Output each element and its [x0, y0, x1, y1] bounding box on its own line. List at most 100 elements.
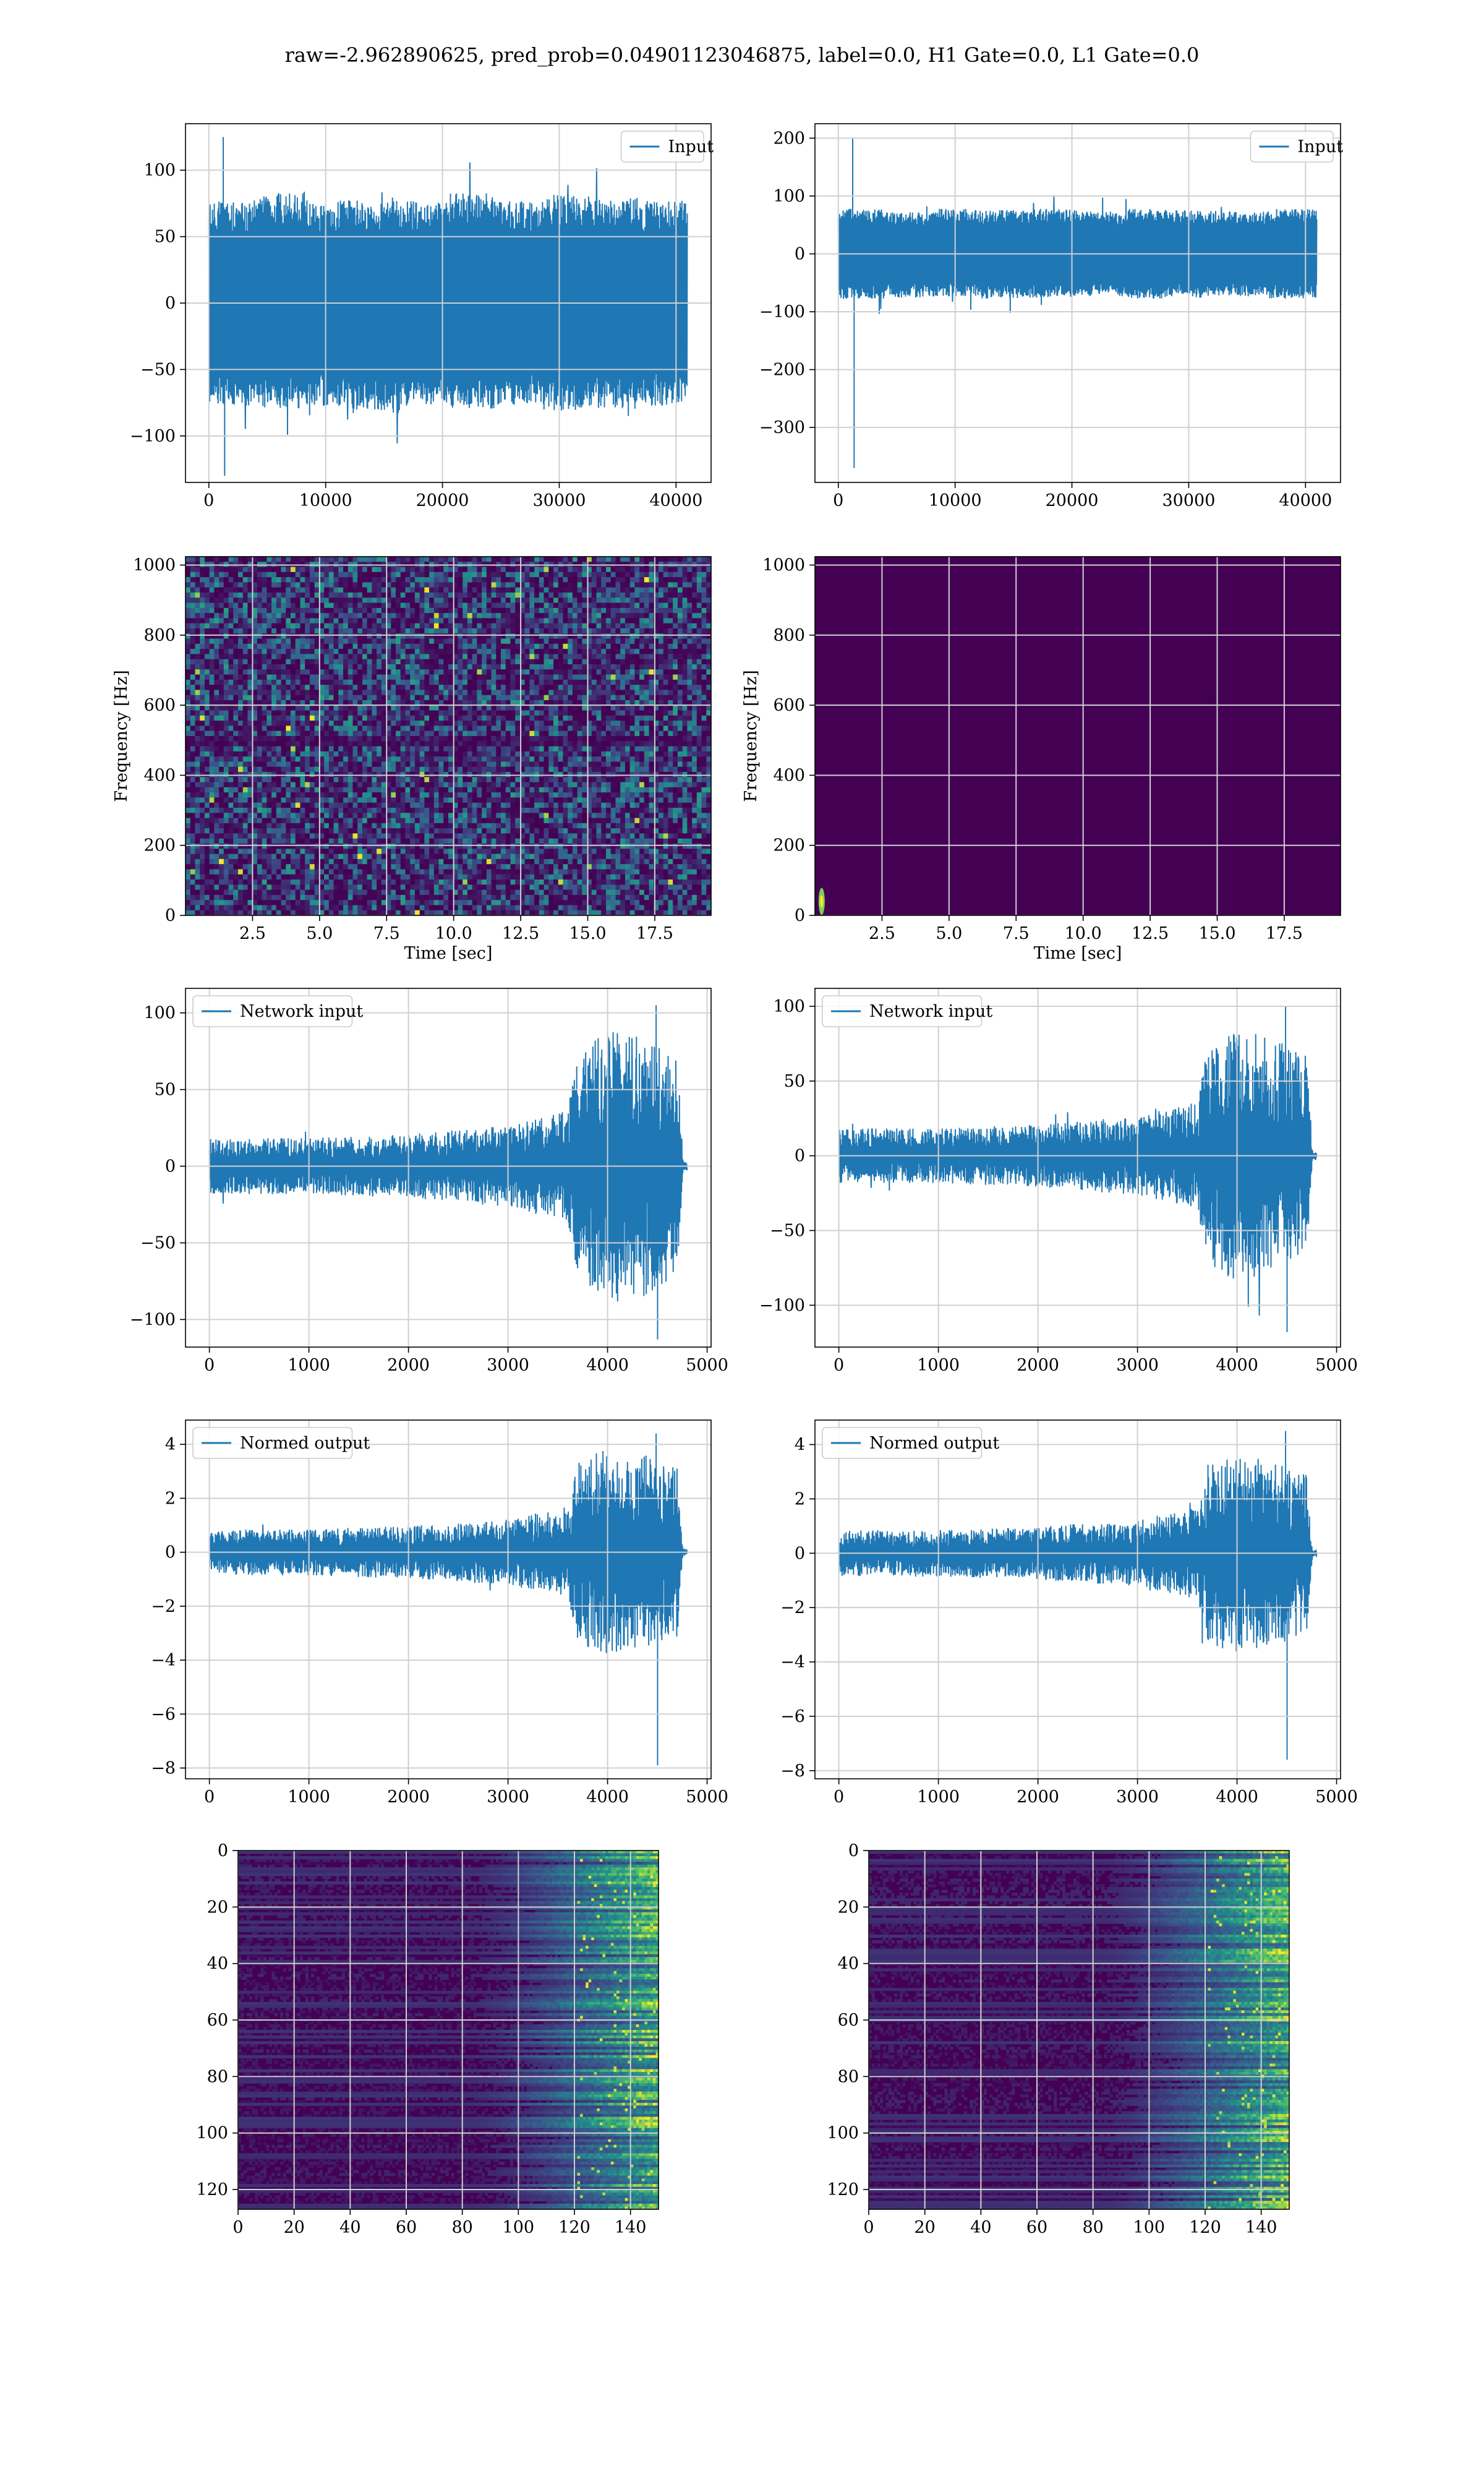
spectrogram-cell [295, 792, 301, 798]
spectrogram-cell [419, 787, 425, 793]
spectrogram-cell [381, 567, 387, 573]
spectrogram-cell [405, 607, 411, 614]
spectrogram-cell [233, 607, 239, 614]
spectrogram-cell [333, 782, 339, 788]
spectrogram-cell [223, 607, 229, 614]
spectrogram-cell [424, 756, 430, 763]
spectrogram-cell [257, 746, 263, 752]
spectrogram-cell [386, 654, 391, 660]
spectrogram-cell [195, 797, 200, 803]
spectrogram-cell [219, 659, 224, 665]
spectrogram-cell [200, 557, 205, 562]
spectrogram-cell [372, 787, 377, 793]
spectrogram-cell [400, 894, 406, 901]
spectrogram-cell [496, 705, 501, 711]
spectrogram-cell [200, 797, 205, 803]
spectrogram-cell [472, 567, 477, 573]
spectrogram-cell [433, 802, 440, 808]
spectrogram-cell [262, 864, 267, 870]
spectrogram-cell [377, 705, 382, 711]
spectrogram-cell [477, 808, 482, 813]
spectrogram-cell [381, 761, 387, 768]
spectrogram-cell [286, 623, 291, 629]
spectrogram-cell [414, 571, 420, 578]
spectrogram-cell [252, 613, 258, 619]
spectrogram-cell [501, 577, 506, 583]
spectrogram-cell [238, 659, 244, 665]
spectrogram-cell [295, 664, 301, 670]
spectrogram-cell [438, 818, 444, 824]
spectrogram-cell [348, 654, 354, 660]
spectrogram-cell [352, 618, 358, 624]
spectrogram-cell [352, 567, 358, 573]
spectrogram-cell [367, 721, 372, 727]
spectrogram-cell [419, 690, 425, 696]
spectrogram-cell [472, 854, 477, 860]
spectrogram-cell [467, 797, 473, 803]
spectrogram-cell [482, 571, 487, 578]
spectrogram-cell [510, 910, 516, 915]
spectrogram-cell [291, 766, 296, 773]
spectrogram-cell [414, 766, 420, 773]
spectrogram-cell [419, 854, 425, 860]
spectrogram-cell [463, 797, 468, 803]
spectrogram-cell [200, 633, 205, 640]
spectrogram-cell [477, 705, 482, 711]
spectrogram-cell [429, 808, 435, 813]
spectrogram-cell [276, 884, 282, 891]
spectrogram-cell [438, 808, 444, 813]
spectrogram-cell [291, 664, 296, 670]
spectrogram-cell [448, 756, 454, 763]
spectrogram-cell [357, 567, 363, 573]
spectrogram-cell [286, 710, 291, 716]
spectrogram-cell [515, 649, 521, 655]
spectrogram-cell [367, 593, 372, 598]
spectrogram-cell [377, 649, 382, 655]
spectrogram-cell [510, 613, 516, 619]
spectrogram-cell [343, 802, 349, 808]
spectrogram-cell [204, 690, 210, 696]
spectrogram-cell [328, 618, 335, 624]
spectrogram-cell [396, 664, 401, 670]
spectrogram-cell [381, 818, 387, 824]
spectrogram-cell [381, 802, 387, 808]
spectrogram-cell [276, 756, 282, 763]
spectrogram-cell [219, 628, 224, 634]
spectrogram-cell [400, 638, 406, 644]
spectrogram-cell [367, 669, 372, 675]
spectrogram-cell [429, 654, 435, 660]
spectrogram-cell [328, 828, 335, 834]
spectrogram-cell [276, 664, 282, 670]
spectrogram-cell [472, 833, 477, 839]
spectrogram-cell [271, 582, 277, 588]
spectrogram-cell [242, 864, 249, 870]
spectrogram-cell [267, 721, 272, 727]
spectrogram-cell [443, 761, 449, 768]
spectrogram-cell [443, 664, 449, 670]
spectrogram-cell [267, 844, 272, 849]
spectrogram-cell [396, 787, 401, 793]
spectrogram-cell [477, 674, 482, 680]
spectrogram-cell [257, 869, 263, 875]
spectrogram-cell [357, 582, 363, 588]
spectrogram-cell [228, 751, 234, 757]
spectrogram-cell [467, 736, 473, 742]
spectrogram-cell [377, 864, 382, 870]
spectrogram-cell [429, 726, 435, 732]
spectrogram-cell [314, 756, 320, 763]
spectrogram-cell [482, 700, 487, 706]
spectrogram-cell [448, 577, 454, 583]
spectrogram-cell [209, 597, 215, 604]
spectrogram-cell [219, 894, 224, 901]
spectrogram-cell [200, 884, 205, 891]
spectrogram-cell [338, 761, 344, 768]
spectrogram-cell [200, 828, 205, 834]
spectrogram-cell [257, 910, 263, 915]
spectrogram-cell [267, 889, 272, 896]
spectrogram-cell [348, 705, 354, 711]
spectrogram-cell [305, 643, 310, 649]
spectrogram-cell [328, 894, 335, 901]
spectrogram-cell [328, 633, 335, 640]
spectrogram-cell [501, 654, 506, 660]
